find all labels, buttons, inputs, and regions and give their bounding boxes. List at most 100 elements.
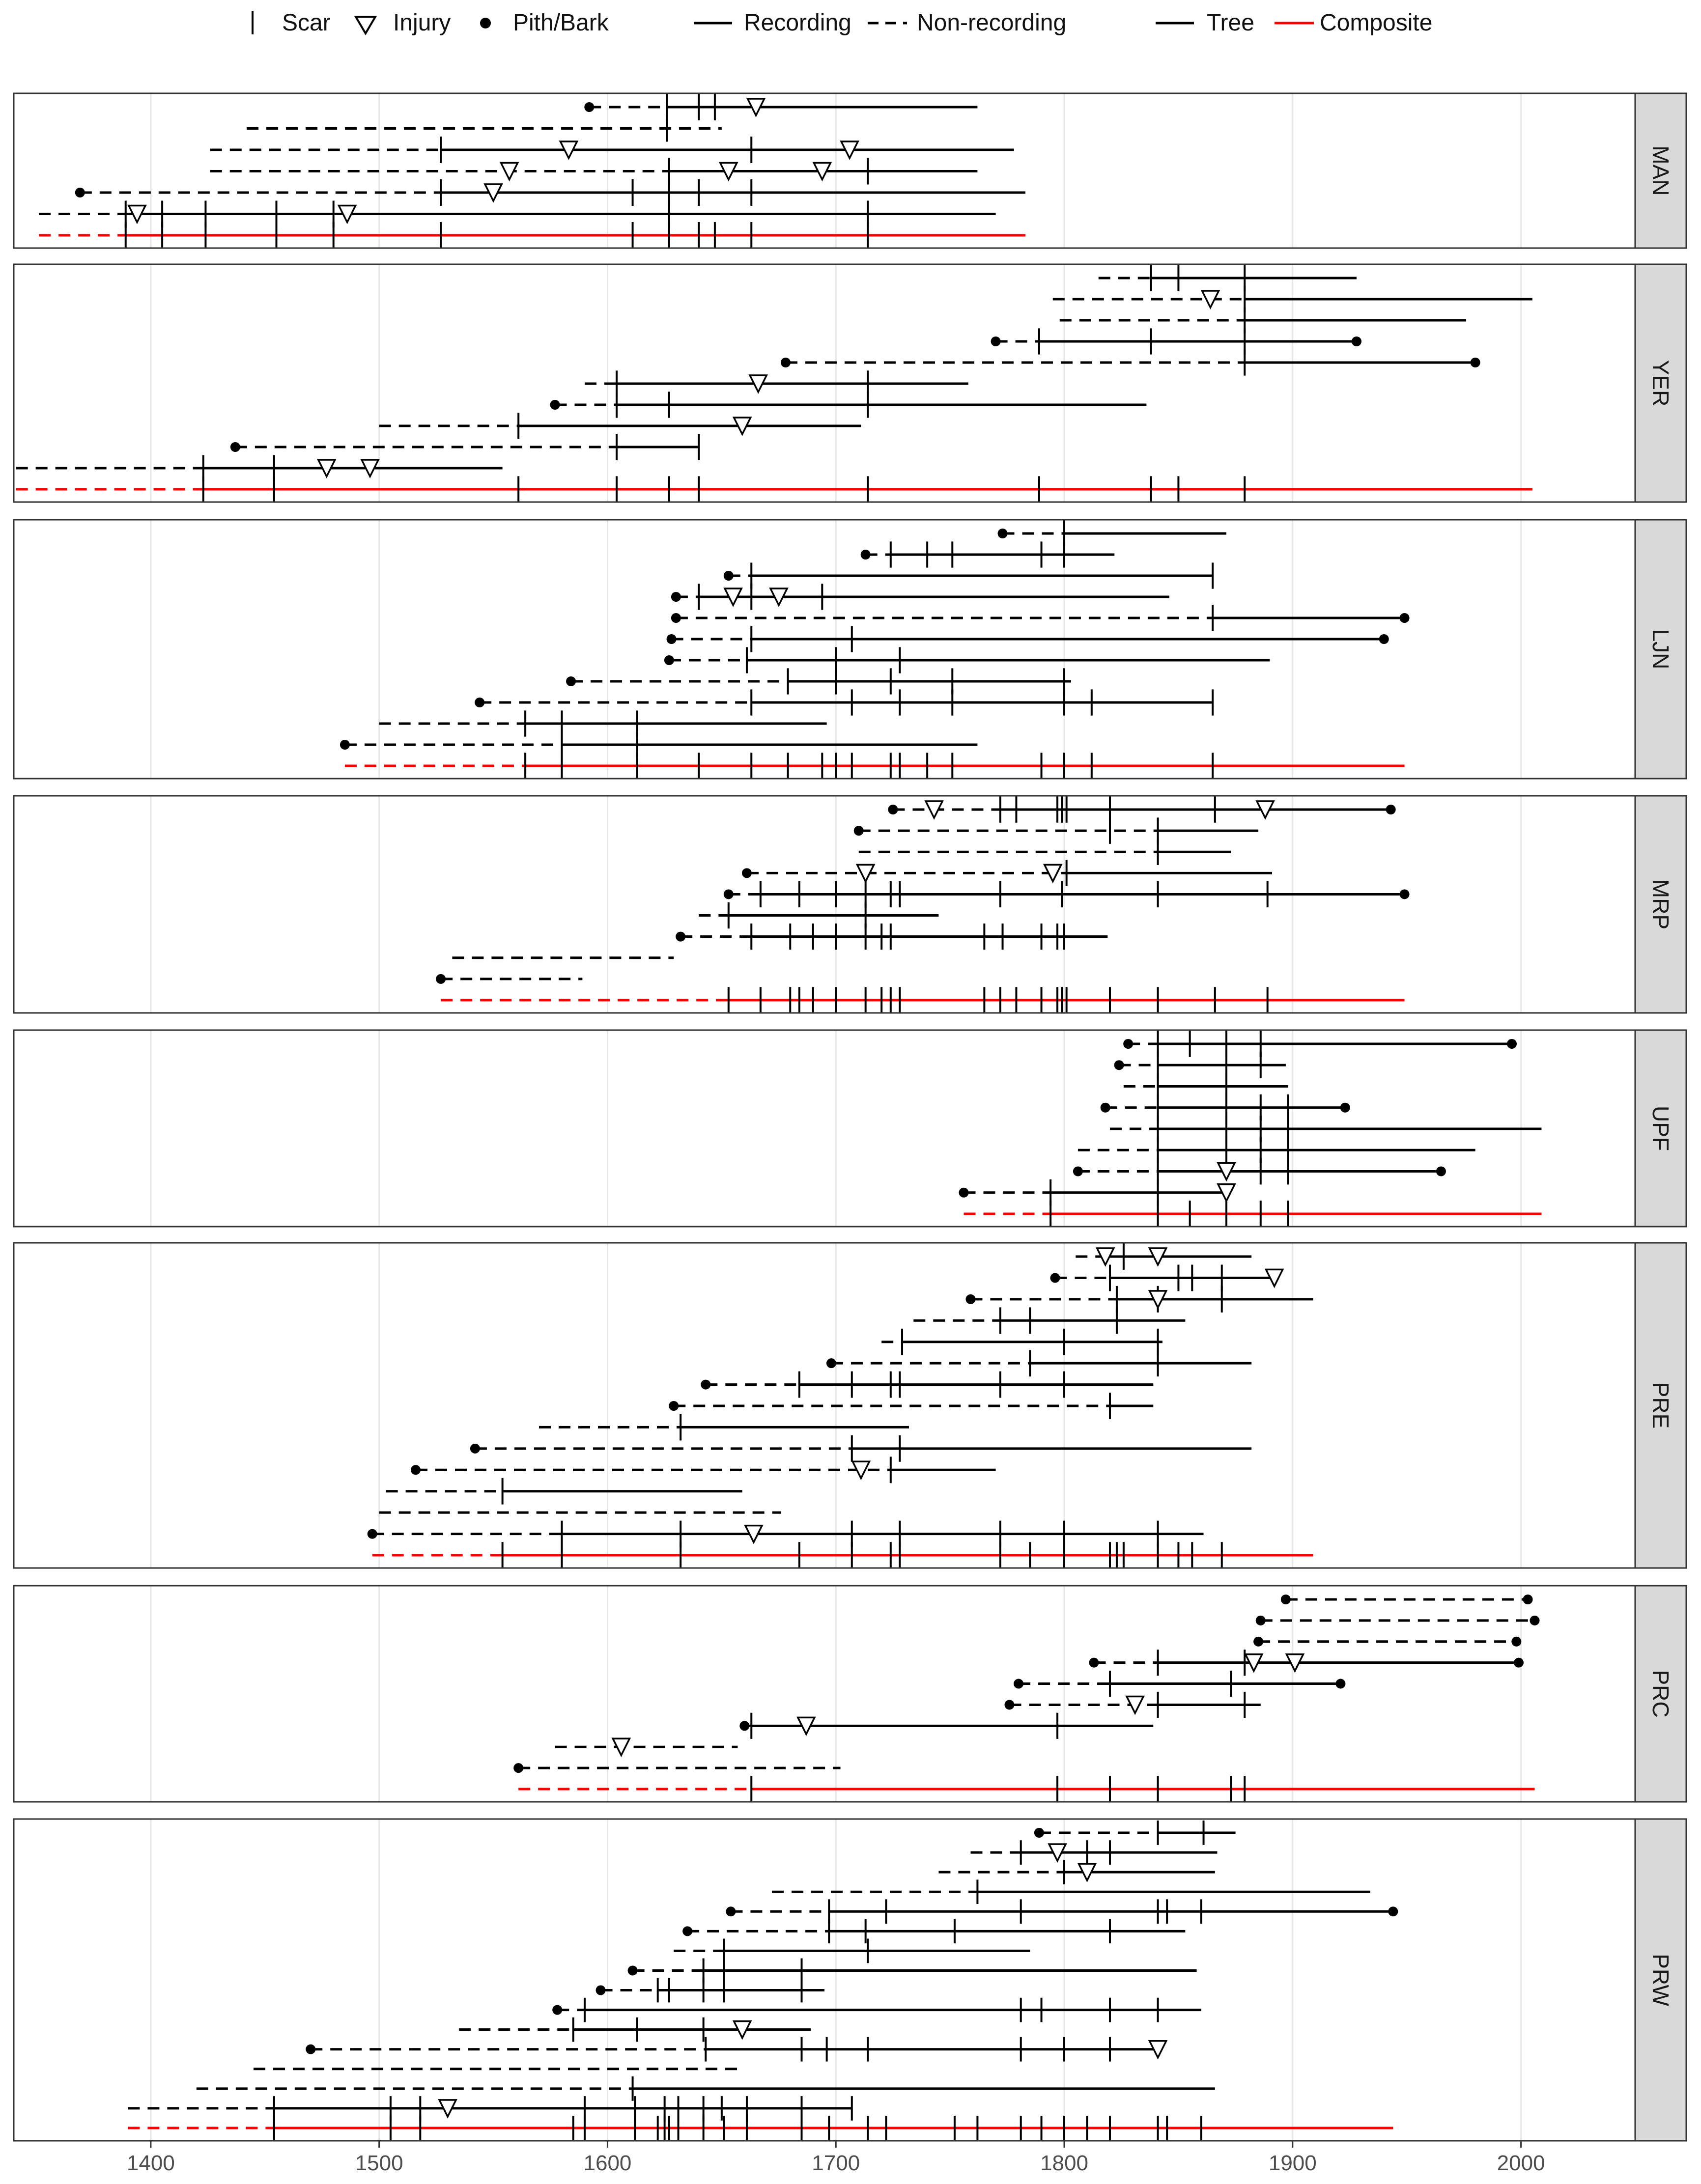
panel-background — [14, 1586, 1635, 1802]
tree-series — [1089, 1650, 1524, 1676]
panel-strip — [1634, 795, 1687, 1014]
tree-series — [858, 839, 1231, 865]
tree-series — [128, 2096, 853, 2121]
tree-series — [991, 328, 1361, 355]
pith-marker — [1123, 1039, 1134, 1049]
panel-strip-label: MRP — [1648, 879, 1673, 929]
tree-series — [411, 1456, 996, 1484]
tree-series — [1014, 1670, 1346, 1697]
tree-series — [701, 1371, 1154, 1398]
pith-marker — [669, 1401, 679, 1411]
tree-series — [584, 94, 978, 120]
injury-mark — [438, 2099, 457, 2119]
bark-marker — [1436, 1166, 1446, 1176]
legend-scar-label: Scar — [282, 10, 331, 36]
pith-marker — [627, 1965, 638, 1976]
injury-mark — [483, 183, 503, 203]
pith-marker — [513, 1763, 524, 1773]
injury-mark — [1264, 1268, 1284, 1288]
tree-series — [386, 1478, 742, 1505]
tree-series — [210, 137, 1014, 163]
bark-marker — [1399, 889, 1410, 899]
pith-marker — [566, 676, 576, 686]
pith-marker — [671, 592, 681, 602]
pith-marker — [965, 1294, 976, 1304]
injury-mark — [851, 1460, 871, 1481]
composite-series — [39, 222, 1026, 249]
injury-mark — [748, 374, 768, 394]
tree-series — [436, 974, 583, 984]
pith-marker — [436, 974, 446, 984]
legend-tree-label: Tree — [1207, 10, 1254, 36]
injury-mark — [1043, 864, 1063, 884]
x-tick-label: 1800 — [1040, 2151, 1088, 2175]
tree-series — [1253, 1636, 1522, 1647]
composite-series — [441, 987, 1405, 1013]
tree-series — [938, 1860, 1215, 1884]
injury-mark — [855, 864, 876, 884]
composite-series — [518, 1776, 1535, 1802]
injury-mark — [1095, 1247, 1115, 1267]
tree-series — [671, 584, 1169, 610]
panel-prw: PRW — [13, 1818, 1687, 2142]
tree-series — [772, 1879, 1370, 1904]
pith-marker — [1034, 1828, 1044, 1838]
pith-marker — [682, 1926, 693, 1936]
tree-series — [379, 413, 861, 439]
tree-series — [306, 2037, 1168, 2062]
panel-background — [14, 1243, 1635, 1568]
legend-recording-label: Recording — [744, 10, 851, 36]
bark-marker — [1386, 805, 1396, 814]
panel-strip-label: MAN — [1648, 145, 1673, 196]
tree-series — [1114, 1052, 1286, 1079]
panel-border — [13, 263, 1636, 503]
pith-marker — [75, 188, 85, 197]
bark-marker — [1335, 1679, 1346, 1689]
injury-mark — [1244, 1653, 1264, 1673]
pith-marker — [664, 655, 674, 665]
pith-marker — [959, 1187, 969, 1198]
tree-series — [230, 434, 700, 460]
pith-marker — [1089, 1657, 1099, 1668]
panel-strip-label: LJN — [1648, 629, 1673, 670]
pith-marker — [552, 2005, 563, 2015]
pith-marker — [1014, 1679, 1024, 1689]
tree-series — [959, 1179, 1236, 1206]
legend-pith-bark-label: Pith/Bark — [513, 10, 609, 36]
composite-series — [128, 2116, 1393, 2140]
tree-series — [671, 605, 1410, 631]
pith-marker — [676, 931, 686, 942]
injury-mark — [559, 140, 579, 160]
bark-marker — [1399, 613, 1410, 623]
composite-series — [16, 476, 1532, 503]
x-tick-label: 1700 — [812, 2151, 860, 2175]
tree-series — [550, 392, 1147, 418]
bark-marker — [1511, 1636, 1522, 1647]
tree-series — [475, 689, 1214, 716]
injury-mark — [840, 140, 859, 160]
panel-prc: PRC — [13, 1585, 1687, 1803]
injury-mark — [732, 2020, 752, 2040]
panel-strip-label: UPF — [1648, 1106, 1673, 1151]
pith-marker — [230, 442, 240, 452]
tree-series — [196, 2076, 1215, 2101]
tree-series — [682, 1919, 1186, 1944]
tree-series — [699, 902, 939, 929]
tree-series — [1004, 1691, 1261, 1718]
pith-marker — [470, 1443, 480, 1454]
bark-marker — [1388, 1906, 1398, 1917]
injury-mark — [1148, 2040, 1168, 2060]
x-tick-label: 2000 — [1497, 2151, 1545, 2175]
panel-border — [13, 1818, 1636, 2142]
tree-series — [1280, 1595, 1533, 1604]
panel-pre: PRE — [13, 1242, 1687, 1569]
panel-strip-label: PRE — [1648, 1382, 1673, 1429]
panel-strip — [1634, 1585, 1687, 1803]
panel-strip — [1634, 92, 1687, 249]
injury-mark — [744, 1524, 764, 1544]
injury-mark — [1077, 1863, 1097, 1883]
injury-mark — [723, 588, 743, 607]
injury-mark — [1125, 1695, 1145, 1715]
bark-marker — [1530, 1615, 1540, 1625]
